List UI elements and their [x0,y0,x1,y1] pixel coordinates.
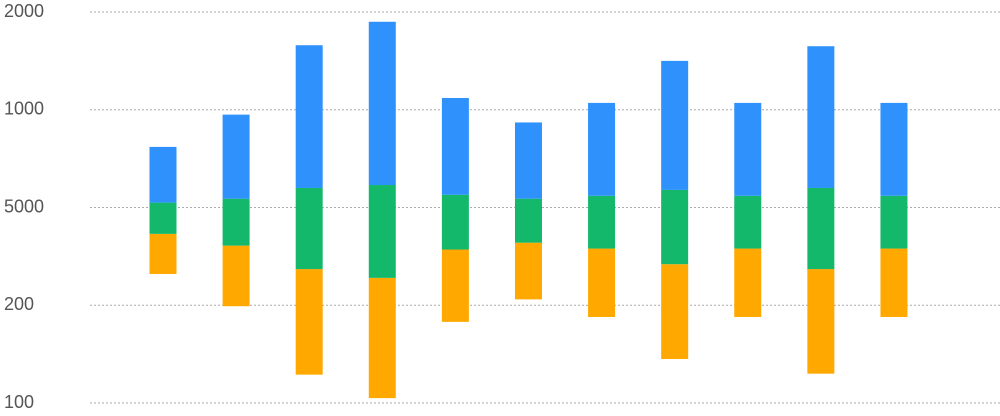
bar-segment [295,45,323,188]
y-tick-label: 2000 [4,1,44,21]
bar-segment [734,248,762,317]
bar-segment [588,102,616,196]
bar-segment [661,60,689,190]
bar-segment [734,102,762,196]
bar-segment [222,114,250,199]
bar-segment [149,233,177,274]
bar-segment [807,269,835,374]
bar-segment [588,248,616,317]
bar-segment [295,269,323,375]
bar-segment [441,249,469,322]
bar-segment [368,277,396,399]
bar-segment [222,245,250,307]
bar-segment [880,248,908,317]
bar-segment [222,198,250,246]
bar-segment [588,195,616,249]
y-tick-label: 5000 [4,196,44,216]
bar-segment [880,195,908,249]
y-tick-label: 100 [4,392,34,412]
bar-segment [295,187,323,270]
bar-segment [149,202,177,234]
bar-segment [661,264,689,360]
bar-segment [514,122,542,199]
bar-segment [441,194,469,250]
bar-segment [441,98,469,195]
bar-segment [807,46,835,188]
bar-segment [149,146,177,203]
bar-segment [514,242,542,300]
bar-segment [807,187,835,270]
y-tick-label: 1000 [4,99,44,119]
y-tick-label: 200 [4,294,34,314]
bar-segment [368,185,396,278]
bar-segment [661,189,689,265]
bar-segment [368,21,396,186]
bar-segment [734,195,762,249]
bar-segment [514,198,542,243]
bar-segment [880,102,908,196]
